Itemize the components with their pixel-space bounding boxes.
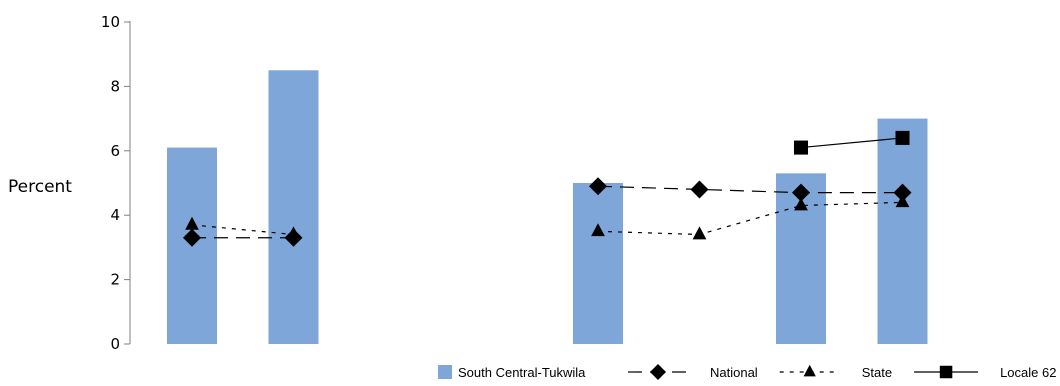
triangle-marker xyxy=(803,364,816,377)
y-tick-label: 8 xyxy=(110,77,120,95)
series-line xyxy=(597,201,903,236)
triangle-marker xyxy=(185,216,199,230)
diamond-marker xyxy=(589,177,607,196)
triangle-marker xyxy=(286,226,301,240)
square-marker xyxy=(793,140,809,155)
legend-swatch-bar xyxy=(438,365,452,379)
diamond-marker xyxy=(690,180,709,199)
legend-label: Locale 62 xyxy=(1000,365,1056,380)
series-line xyxy=(191,224,294,236)
line-series xyxy=(183,130,912,247)
series-line xyxy=(597,185,903,194)
legend-label: National xyxy=(710,365,758,380)
bar xyxy=(268,70,319,345)
y-tick-label: 2 xyxy=(110,271,120,289)
diamond-marker xyxy=(183,228,201,247)
y-axis: 0 2 4 6 8 10 xyxy=(101,13,131,353)
bars xyxy=(167,70,928,345)
bar xyxy=(573,183,623,344)
diamond-marker xyxy=(893,183,912,202)
y-tick-label: 4 xyxy=(110,206,120,224)
y-tick-label: 6 xyxy=(110,142,120,160)
triangle-marker xyxy=(794,197,808,211)
triangle-marker xyxy=(895,194,910,208)
triangle-marker xyxy=(591,223,605,237)
diamond-marker xyxy=(792,183,810,202)
y-tick-label: 10 xyxy=(101,13,120,31)
legend-label: South Central-Tukwila xyxy=(458,365,586,380)
series-locale-62 xyxy=(793,130,910,155)
series-state xyxy=(185,194,910,240)
triangle-marker xyxy=(692,226,707,240)
legend: South Central-Tukwila National State Locale… xyxy=(438,364,1056,380)
diamond-marker xyxy=(650,364,666,380)
square-marker xyxy=(939,365,953,379)
y-tick-label: 0 xyxy=(110,335,120,353)
series-line xyxy=(800,137,903,149)
square-marker xyxy=(895,130,910,145)
legend-label: State xyxy=(862,365,892,380)
series-national xyxy=(183,177,912,247)
y-axis-label: Percent xyxy=(8,177,72,197)
bar xyxy=(877,118,928,344)
